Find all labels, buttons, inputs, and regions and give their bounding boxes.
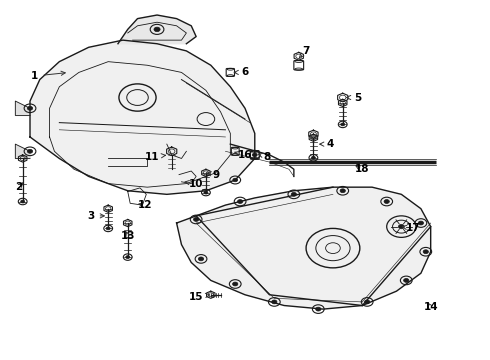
Circle shape [404,279,409,282]
Text: 6: 6 [234,67,248,77]
Text: 1: 1 [31,71,65,81]
Text: 18: 18 [355,164,369,174]
Circle shape [291,192,296,196]
Text: 13: 13 [121,231,135,240]
Polygon shape [15,101,30,116]
Circle shape [233,178,238,182]
Text: 8: 8 [258,152,270,162]
Circle shape [384,199,390,203]
Circle shape [271,300,277,304]
Circle shape [204,191,208,194]
Circle shape [126,256,130,258]
Circle shape [316,307,321,311]
Circle shape [238,199,243,203]
Text: 9: 9 [206,170,219,180]
Circle shape [27,106,33,110]
Circle shape [198,257,204,261]
Text: 2: 2 [15,182,23,192]
Text: 11: 11 [145,152,166,162]
Text: 7: 7 [299,46,310,58]
Text: 14: 14 [423,302,438,312]
Polygon shape [30,40,255,194]
Circle shape [423,250,428,254]
Text: 5: 5 [346,93,361,103]
Polygon shape [118,15,196,44]
Circle shape [106,227,110,230]
Circle shape [312,156,316,159]
Circle shape [21,200,24,203]
Text: 17: 17 [402,224,421,233]
Circle shape [365,300,370,304]
Text: 16: 16 [235,150,252,160]
Text: 4: 4 [319,139,334,149]
Text: 12: 12 [138,200,152,210]
Circle shape [233,282,238,286]
Polygon shape [176,187,431,309]
Circle shape [154,27,160,32]
Text: 15: 15 [189,292,210,302]
Text: 10: 10 [185,179,203,189]
Text: 3: 3 [87,211,104,221]
Circle shape [341,123,344,126]
Polygon shape [15,144,30,158]
Circle shape [340,189,345,193]
Circle shape [418,221,423,225]
Circle shape [252,153,257,157]
Circle shape [27,149,33,153]
Circle shape [194,217,199,221]
Circle shape [398,225,404,229]
